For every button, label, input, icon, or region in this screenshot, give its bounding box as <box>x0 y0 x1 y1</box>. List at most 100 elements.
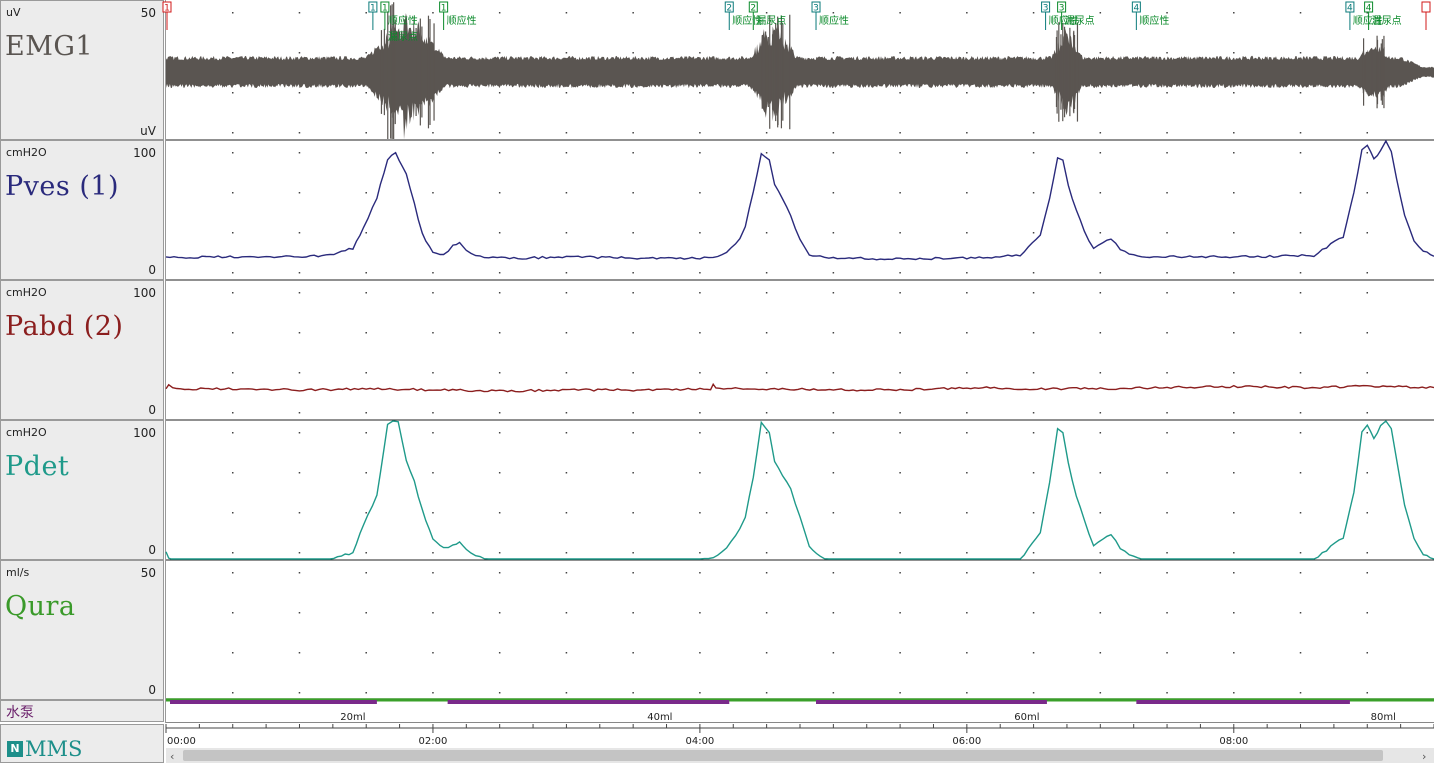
grid-dot <box>1166 152 1168 154</box>
grid-dot <box>231 92 234 94</box>
grid-dot <box>498 572 501 574</box>
grid-dot <box>1366 552 1369 554</box>
grid-dot <box>432 272 434 274</box>
grid-dot <box>565 332 568 334</box>
grid-dot <box>365 12 367 14</box>
grid-dot <box>1366 692 1369 694</box>
channel-min: 0 <box>148 683 156 697</box>
logo-mark-icon: N <box>7 741 23 757</box>
grid-dot <box>365 192 367 194</box>
grid-dot <box>1299 652 1302 654</box>
event-marker-box <box>1364 1 1374 13</box>
grid-dot <box>765 132 768 134</box>
grid-dot <box>1299 292 1302 294</box>
grid-dot <box>565 52 568 54</box>
grid-dot <box>632 472 634 474</box>
grid-dot <box>899 232 901 234</box>
grid-dot <box>1032 52 1035 54</box>
event-marker-box <box>724 1 734 13</box>
grid-dot <box>765 652 768 654</box>
pump-label-text: 水泵 <box>6 705 34 721</box>
grid-dot <box>1233 652 1235 654</box>
channel-unit-bottom: uV <box>140 124 156 138</box>
channel-unit: ml/s <box>6 566 30 579</box>
event-marker-box <box>1041 1 1051 13</box>
grid-dot <box>432 292 434 294</box>
grid-dot <box>899 572 901 574</box>
grid-dot <box>832 552 835 554</box>
grid-dot <box>1166 692 1168 694</box>
grid-dot <box>1366 232 1369 234</box>
grid-dot <box>231 432 234 434</box>
event-marker-label: 顺应性 <box>732 14 762 27</box>
event-marker-id: 1 <box>382 4 388 14</box>
grid-dot <box>765 472 768 474</box>
grid-dot <box>699 432 701 434</box>
grid-dot <box>832 692 835 694</box>
grid-dot <box>899 372 901 374</box>
channel-max: 100 <box>133 146 156 160</box>
grid-dot <box>498 152 501 154</box>
grid-dot <box>1299 412 1302 414</box>
scrollbar-thumb[interactable] <box>183 750 1383 761</box>
channel-unit: cmH2O <box>6 146 47 159</box>
grid-dot <box>365 472 367 474</box>
grid-dot <box>699 472 701 474</box>
grid-dot <box>765 512 768 514</box>
grid-dot <box>231 372 234 374</box>
grid-dot <box>966 332 968 334</box>
grid-dot <box>365 412 367 414</box>
grid-dot <box>966 192 968 194</box>
grid-dot <box>1032 232 1035 234</box>
grid-dot <box>632 92 634 94</box>
grid-dot <box>1233 132 1235 134</box>
scroll-right-arrow-icon[interactable]: › <box>1422 750 1426 763</box>
event-marker-id: 2 <box>726 4 732 14</box>
grid-dot <box>899 612 901 614</box>
grid-dot <box>231 52 234 54</box>
grid-dot <box>231 152 234 154</box>
grid-dot <box>365 272 367 274</box>
grid-dot <box>365 432 367 434</box>
grid-dot <box>832 92 835 94</box>
grid-dot <box>1099 432 1102 434</box>
grid-dot <box>632 292 634 294</box>
scroll-left-arrow-icon[interactable]: ‹ <box>170 750 174 763</box>
grid-dot <box>899 92 901 94</box>
grid-dot <box>832 612 835 614</box>
grid-dot <box>1099 412 1102 414</box>
grid-dot <box>1233 552 1235 554</box>
grid-dot <box>432 552 434 554</box>
grid-dot <box>1233 292 1235 294</box>
grid-dot <box>1299 12 1302 14</box>
grid-dot <box>231 612 234 614</box>
grid-dot <box>1032 572 1035 574</box>
grid-dot <box>1032 292 1035 294</box>
grid-dot <box>1299 612 1302 614</box>
grid-dot <box>1366 12 1369 14</box>
grid-dot <box>1166 192 1168 194</box>
grid-dot <box>565 192 568 194</box>
grid-dot <box>899 332 901 334</box>
time-tick-label: 06:00 <box>952 736 981 747</box>
channel-min: 0 <box>148 403 156 417</box>
logo-text: MMS <box>25 737 83 761</box>
grid-dot <box>365 552 367 554</box>
channel-label-emg: uV 50 EMG1 uV <box>0 0 164 140</box>
grid-dot <box>1032 692 1035 694</box>
event-marker-id: 1 <box>164 4 170 14</box>
grid-dot <box>298 12 301 14</box>
grid-dot <box>231 12 234 14</box>
grid-dot <box>498 612 501 614</box>
pump-segment <box>1136 700 1350 704</box>
channel-name-emg: EMG1 <box>5 31 94 62</box>
grid-dot <box>231 412 234 414</box>
grid-dot <box>231 332 234 334</box>
grid-dot <box>432 152 434 154</box>
grid-dot <box>832 572 835 574</box>
channel-name-pabd: Pabd (2) <box>5 311 124 342</box>
grid-dot <box>1099 12 1102 14</box>
grid-dot <box>832 272 835 274</box>
grid-dot <box>231 512 234 514</box>
event-marker-id: 4 <box>1366 4 1372 14</box>
